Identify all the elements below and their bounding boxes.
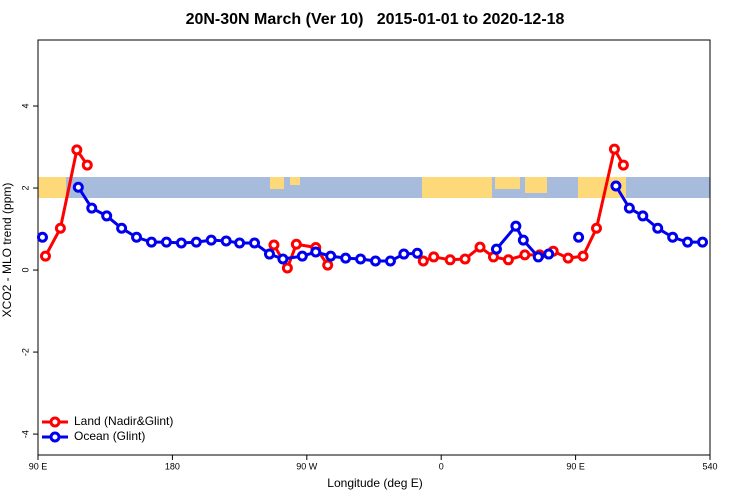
data-point xyxy=(623,202,635,214)
data-point xyxy=(340,252,352,264)
data-point xyxy=(86,202,98,214)
data-point xyxy=(39,250,51,262)
y-tick-label: -4 xyxy=(20,430,30,438)
map-strip xyxy=(38,177,710,198)
data-point xyxy=(591,222,603,234)
data-point xyxy=(72,181,84,193)
data-point xyxy=(249,237,261,249)
data-point xyxy=(369,255,381,267)
data-point xyxy=(322,259,334,271)
y-tick-label: 4 xyxy=(20,104,30,109)
x-tick-label: 90 W xyxy=(296,461,318,471)
data-point xyxy=(490,243,502,255)
data-point xyxy=(355,253,367,265)
data-point xyxy=(131,231,143,243)
x-tick-label: 0 xyxy=(439,461,444,471)
y-tick-label: -2 xyxy=(20,348,30,356)
data-point xyxy=(277,253,289,265)
x-tick-label: 90 E xyxy=(566,461,585,471)
y-tick-label: 0 xyxy=(20,268,30,273)
data-point xyxy=(474,241,486,253)
data-point xyxy=(220,235,232,247)
data-point xyxy=(175,237,187,249)
data-point xyxy=(54,222,66,234)
data-point xyxy=(398,248,410,260)
data-point xyxy=(519,249,531,261)
data-point xyxy=(310,246,322,258)
data-point xyxy=(667,231,679,243)
data-point xyxy=(116,222,128,234)
y-tick-label: 2 xyxy=(20,186,30,191)
data-point xyxy=(384,255,396,267)
x-tick-label: 180 xyxy=(165,461,180,471)
data-point xyxy=(517,234,529,246)
data-point xyxy=(617,159,629,171)
data-point xyxy=(36,231,48,243)
data-point xyxy=(281,262,293,274)
data-point xyxy=(444,254,456,266)
data-point xyxy=(145,236,157,248)
data-point xyxy=(263,248,275,260)
data-point xyxy=(532,251,544,263)
legend-marker xyxy=(49,431,61,443)
data-point xyxy=(459,253,471,265)
chart-title: 20N-30N March (Ver 10) 2015-01-01 to 202… xyxy=(186,11,565,28)
data-point xyxy=(296,250,308,262)
data-point xyxy=(637,210,649,222)
data-point xyxy=(573,231,585,243)
data-point xyxy=(268,239,280,251)
data-point xyxy=(160,236,172,248)
data-point xyxy=(682,236,694,248)
legend-marker xyxy=(49,416,61,428)
data-point xyxy=(502,254,514,266)
data-point xyxy=(428,251,440,263)
series-line xyxy=(44,144,625,272)
x-tick-label: 540 xyxy=(702,461,717,471)
data-point xyxy=(234,237,246,249)
x-tick-label: 90 E xyxy=(29,461,48,471)
data-point xyxy=(411,247,423,259)
data-point xyxy=(71,144,83,156)
data-point xyxy=(325,250,337,262)
data-point xyxy=(610,180,622,192)
data-point xyxy=(652,222,664,234)
data-point xyxy=(608,143,620,155)
data-point xyxy=(417,255,429,267)
data-point xyxy=(562,252,574,264)
legend-label: Land (Nadir&Glint) xyxy=(74,414,173,428)
data-point xyxy=(190,236,202,248)
data-point xyxy=(543,248,555,260)
data-point xyxy=(697,236,709,248)
data-point xyxy=(81,159,93,171)
x-axis-label: Longitude (deg E) xyxy=(327,476,422,490)
data-point xyxy=(290,238,302,250)
data-point xyxy=(101,210,113,222)
y-axis-label: XCO2 - MLO trend (ppm) xyxy=(0,183,14,318)
legend-label: Ocean (Glint) xyxy=(74,429,145,443)
data-point xyxy=(510,220,522,232)
plot-frame xyxy=(37,39,711,456)
data-point xyxy=(205,234,217,246)
data-point xyxy=(577,250,589,262)
